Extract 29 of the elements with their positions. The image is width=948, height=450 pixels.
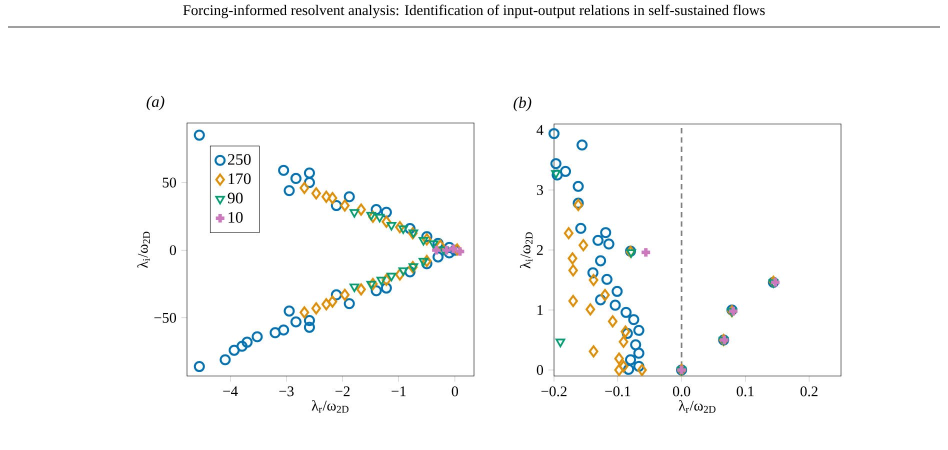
y-tick-label: 3 [536, 185, 544, 195]
legend-label: 90 [228, 192, 243, 204]
x-tick-label: −1 [392, 386, 406, 396]
y-tick-label: 50 [162, 178, 176, 188]
legend-label: 10 [228, 212, 243, 223]
y-tick-label: −50 [154, 312, 176, 323]
x-tick-label: −0.1 [605, 386, 630, 396]
chart-title: (a) [146, 96, 164, 110]
x-axis-title: λ$_{r}$/ω$_{2D}$ [678, 400, 716, 413]
y-tick-label: 2 [536, 245, 543, 255]
x-tick-label: −2 [336, 386, 350, 396]
text: Forcing-informed resolvent analysis: Identification of input-output relations in self-sustained flows [183, 4, 765, 18]
chart-title: (b) [514, 96, 532, 112]
x-tick-label: 0.0 [672, 386, 690, 396]
y-tick-label: 0 [536, 365, 544, 375]
x-tick-label: −3 [279, 386, 294, 396]
y-axis-title: λ$_{i}$/ω$_{2D}$ [137, 232, 150, 268]
x-tick-label: 0.2 [800, 386, 818, 396]
x-tick-label: −4 [223, 386, 238, 396]
y-tick-label: 0 [170, 245, 176, 256]
x-tick-label: 0 [452, 386, 458, 396]
x-tick-label: 0.1 [736, 386, 754, 396]
y-tick-label: 4 [536, 125, 544, 135]
y-axis-title: λ$_{i}$/ω$_{2D}$ [520, 232, 532, 268]
legend-label: 250 [228, 154, 251, 165]
legend-label: 170 [228, 173, 251, 184]
x-axis-title: λ$_{r}$/ω$_{2D}$ [312, 400, 348, 413]
x-tick-label: −0.2 [541, 386, 567, 396]
y-tick-label: 1 [538, 305, 543, 315]
